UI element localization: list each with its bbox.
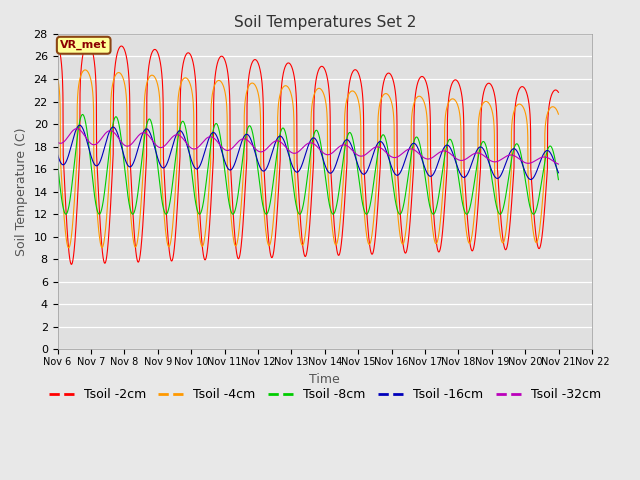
Tsoil -4cm (65, 245, 72, 251)
Title: Soil Temperatures Set 2: Soil Temperatures Set 2 (234, 15, 416, 30)
Tsoil -16cm (76, 122, 83, 128)
Tsoil -2cm (68, 262, 76, 267)
Tsoil -8cm (54, 161, 61, 167)
Tsoil -2cm (54, 40, 61, 46)
Tsoil -2cm (555, 89, 563, 95)
Tsoil -32cm (420, 155, 428, 161)
Tsoil -2cm (84, 40, 92, 46)
Tsoil -8cm (420, 166, 428, 172)
Tsoil -4cm (289, 102, 297, 108)
Tsoil -8cm (62, 211, 70, 217)
Tsoil -32cm (449, 153, 456, 158)
Tsoil -32cm (289, 150, 297, 156)
Tsoil -4cm (555, 111, 563, 117)
Line: Tsoil -8cm: Tsoil -8cm (58, 115, 559, 214)
Tsoil -32cm (554, 161, 562, 167)
Tsoil -4cm (420, 99, 428, 105)
Y-axis label: Soil Temperature (C): Soil Temperature (C) (15, 127, 28, 256)
Tsoil -2cm (392, 99, 400, 105)
Line: Tsoil -16cm: Tsoil -16cm (58, 125, 559, 180)
Tsoil -32cm (144, 132, 152, 138)
Tsoil -16cm (449, 149, 456, 155)
Tsoil -16cm (144, 126, 152, 132)
Tsoil -32cm (73, 126, 81, 132)
Tsoil -16cm (289, 165, 297, 170)
Tsoil -16cm (527, 177, 534, 182)
X-axis label: Time: Time (309, 372, 340, 385)
Tsoil -4cm (54, 75, 61, 81)
Tsoil -2cm (289, 68, 297, 74)
Tsoil -2cm (554, 89, 562, 95)
Line: Tsoil -32cm: Tsoil -32cm (58, 129, 559, 164)
Tsoil -8cm (554, 174, 562, 180)
Tsoil -8cm (392, 203, 400, 208)
Tsoil -4cm (392, 193, 400, 199)
Tsoil -8cm (289, 182, 297, 188)
Tsoil -2cm (144, 74, 152, 80)
Legend: Tsoil -2cm, Tsoil -4cm, Tsoil -8cm, Tsoil -16cm, Tsoil -32cm: Tsoil -2cm, Tsoil -4cm, Tsoil -8cm, Tsoi… (44, 383, 606, 406)
Tsoil -8cm (144, 118, 152, 124)
Tsoil -8cm (555, 177, 563, 182)
Tsoil -2cm (449, 80, 456, 85)
Tsoil -16cm (54, 152, 61, 157)
Tsoil -32cm (54, 139, 61, 145)
Tsoil -4cm (81, 67, 89, 73)
Tsoil -16cm (555, 170, 563, 176)
Line: Tsoil -2cm: Tsoil -2cm (58, 43, 559, 264)
Tsoil -16cm (392, 172, 400, 178)
Tsoil -4cm (449, 96, 456, 102)
Tsoil -8cm (449, 141, 456, 146)
Tsoil -32cm (392, 155, 400, 160)
Tsoil -4cm (144, 77, 152, 83)
Tsoil -2cm (420, 75, 428, 81)
Tsoil -32cm (555, 161, 563, 167)
Line: Tsoil -4cm: Tsoil -4cm (58, 70, 559, 248)
Tsoil -16cm (554, 169, 562, 175)
Tsoil -8cm (79, 112, 86, 118)
Tsoil -16cm (420, 162, 428, 168)
Tsoil -4cm (554, 110, 562, 116)
Text: VR_met: VR_met (60, 40, 107, 50)
